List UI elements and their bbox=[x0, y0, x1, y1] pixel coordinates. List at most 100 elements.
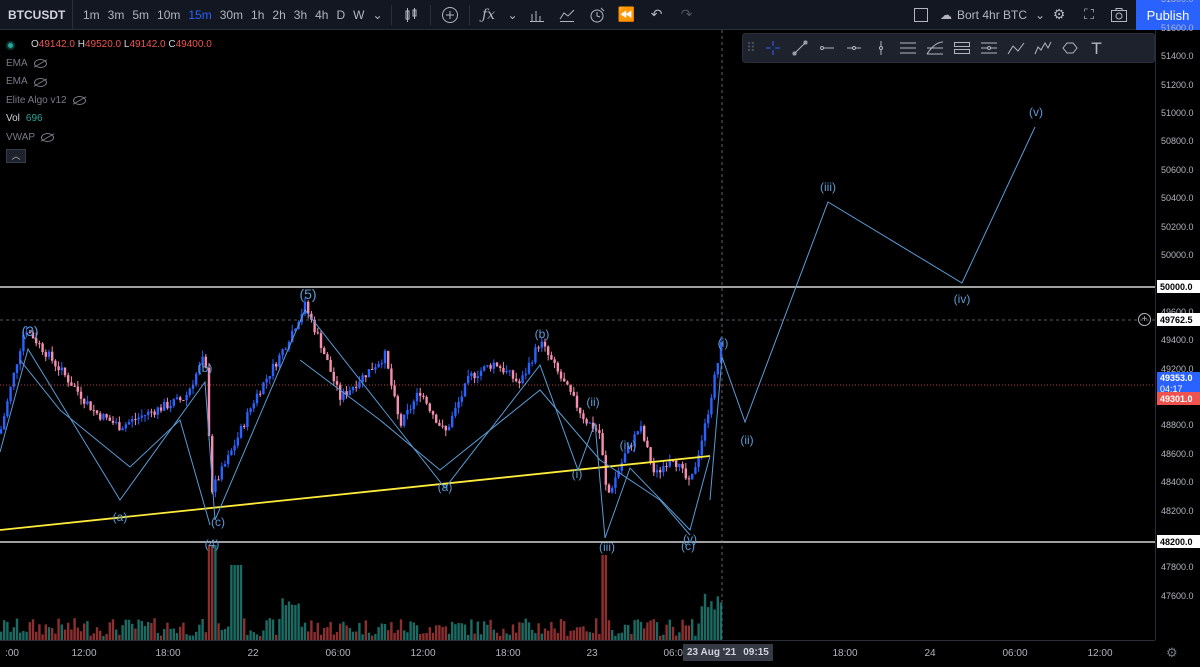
interval-dropdown-chevron-icon[interactable]: ⌄ bbox=[372, 7, 383, 22]
volume-bar bbox=[137, 619, 140, 640]
candle-body bbox=[185, 395, 188, 401]
indicator-ema-2[interactable]: EMA bbox=[6, 73, 212, 92]
indicators-fx-icon[interactable]: ƒx bbox=[482, 6, 496, 23]
replay-icon[interactable]: ⏪ bbox=[617, 6, 636, 22]
fib-retracement-tool-icon[interactable] bbox=[921, 35, 948, 61]
interval-1m[interactable]: 1m bbox=[83, 7, 100, 22]
volume-bar bbox=[159, 635, 163, 640]
crosshair-tool-icon[interactable] bbox=[759, 35, 786, 61]
high-value: 49520.0 bbox=[84, 39, 122, 50]
interval-3h[interactable]: 3h bbox=[293, 7, 308, 22]
candle-body bbox=[172, 399, 175, 406]
volume-bar bbox=[691, 619, 694, 640]
elliott-wave-tool-icon[interactable] bbox=[1029, 35, 1056, 61]
hidden-eye-icon[interactable] bbox=[33, 59, 47, 69]
interval-30m[interactable]: 30m bbox=[219, 7, 244, 22]
candle-body bbox=[137, 417, 140, 420]
candle-body bbox=[483, 366, 486, 371]
price-axis[interactable]: 51800.0 51600.0 51400.0 51200.0 51000.0 50800… bbox=[1155, 0, 1200, 640]
indicator-ema-1[interactable]: EMA bbox=[6, 55, 212, 74]
interval-10m[interactable]: 10m bbox=[157, 7, 181, 22]
interval-4h[interactable]: 4h bbox=[315, 7, 329, 22]
indicators-chevron-icon[interactable]: ⌄ bbox=[507, 7, 518, 22]
candle-body bbox=[307, 301, 310, 314]
settings-gear-icon[interactable]: ⚙ bbox=[1052, 6, 1066, 22]
abc-pattern-tool-icon[interactable] bbox=[1002, 35, 1029, 61]
trendline[interactable] bbox=[0, 455, 711, 531]
candle-body bbox=[115, 422, 118, 424]
indicator-volume[interactable]: Vol 696 bbox=[6, 110, 212, 129]
volume-bar bbox=[166, 622, 169, 640]
interval-15m[interactable]: 15m bbox=[188, 7, 212, 22]
interval-3m[interactable]: 3m bbox=[107, 7, 125, 22]
axis-settings-gear-icon[interactable]: ⚙ bbox=[1166, 645, 1178, 660]
fullscreen-square-icon[interactable] bbox=[906, 0, 936, 29]
vertical-line-tool-icon[interactable] bbox=[867, 35, 894, 61]
collapse-legend-chevron-up-icon[interactable]: ︿ bbox=[6, 149, 26, 163]
chart-canvas[interactable]: (3) (5) (4) (a) (b) (c) (a) (b) (i) (ii) (iii) (iv)… bbox=[0, 30, 1155, 640]
indicator-vwap[interactable]: VWAP bbox=[6, 129, 212, 148]
candle-style-icon[interactable] bbox=[396, 0, 426, 29]
volume-bar bbox=[643, 628, 646, 640]
pitchfork-tool-icon[interactable] bbox=[948, 35, 975, 61]
time-tick: 18:00 bbox=[495, 648, 521, 659]
interval-5m[interactable]: 5m bbox=[132, 7, 150, 22]
volume-bar bbox=[713, 609, 716, 640]
interval-d[interactable]: D bbox=[336, 7, 346, 22]
horizontal-line-tool-icon[interactable] bbox=[840, 35, 867, 61]
symbol-search[interactable]: BTCUSDT bbox=[0, 0, 73, 29]
candle-body bbox=[537, 347, 540, 349]
interval-1h[interactable]: 1h bbox=[251, 7, 265, 22]
candle-body bbox=[348, 390, 351, 396]
candle-body bbox=[547, 346, 550, 356]
price-tick: 49200.0 bbox=[1161, 363, 1194, 374]
hidden-eye-icon[interactable] bbox=[41, 133, 55, 143]
templates-icon[interactable] bbox=[552, 0, 582, 29]
time-tick: 18:00 bbox=[155, 648, 181, 659]
candle-body bbox=[332, 371, 335, 382]
camera-icon[interactable] bbox=[1104, 0, 1134, 29]
ellipse-tool-icon[interactable] bbox=[1056, 35, 1083, 61]
layout-selector[interactable]: ☁ Bort 4hr BTC ⌄ bbox=[940, 0, 1045, 30]
candle-body bbox=[265, 378, 268, 383]
parallel-channel-tool-icon[interactable] bbox=[894, 35, 921, 61]
drag-handle-icon[interactable]: ⠿ bbox=[746, 40, 756, 55]
volume-bar bbox=[70, 629, 73, 640]
candle-body bbox=[639, 426, 643, 432]
candle-body bbox=[460, 396, 463, 402]
volume-bar bbox=[54, 633, 57, 640]
volume-bar bbox=[476, 621, 479, 640]
candle-body bbox=[614, 477, 617, 488]
interval-2h[interactable]: 2h bbox=[272, 7, 286, 22]
hidden-eye-icon[interactable] bbox=[72, 96, 86, 106]
candle-body bbox=[76, 386, 79, 392]
chart-legend: O49142.0 H49520.0 L49142.0 C49400.0 EMA … bbox=[6, 36, 212, 163]
volume-bar bbox=[287, 601, 291, 640]
compare-plus-icon[interactable] bbox=[435, 0, 465, 29]
indicator-elite-algo[interactable]: Elite Algo v12 bbox=[6, 92, 212, 111]
elliott-waves[interactable] bbox=[0, 126, 1036, 539]
candle-body bbox=[291, 330, 294, 342]
publish-button[interactable]: Publish bbox=[1136, 0, 1200, 30]
candle-body bbox=[175, 397, 179, 400]
volume-bar bbox=[303, 622, 307, 640]
add-alert-plus-icon[interactable]: + bbox=[1138, 313, 1151, 326]
time-axis[interactable]: :0012:0018:002206:0012:0018:002306:00001… bbox=[0, 640, 1155, 667]
undo-icon[interactable]: ↶ bbox=[650, 6, 663, 22]
volume-bar bbox=[457, 623, 460, 640]
alert-clock-icon[interactable] bbox=[582, 0, 612, 29]
candle-body bbox=[323, 347, 326, 355]
text-tool-icon[interactable]: T bbox=[1091, 38, 1102, 58]
horizontal-ray-tool-icon[interactable] bbox=[813, 35, 840, 61]
gann-box-tool-icon[interactable] bbox=[975, 35, 1002, 61]
volume-bar bbox=[9, 631, 12, 640]
volume-bar bbox=[143, 626, 147, 640]
visibility-dot-icon[interactable] bbox=[6, 40, 15, 50]
interval-w[interactable]: W bbox=[353, 7, 365, 22]
trendline-tool-icon[interactable] bbox=[786, 35, 813, 61]
fullscreen-icon[interactable]: ⛶ bbox=[1084, 6, 1094, 22]
candle-body bbox=[0, 429, 3, 434]
redo-icon[interactable]: ↷ bbox=[680, 6, 693, 22]
financials-icon[interactable] bbox=[522, 0, 552, 29]
hidden-eye-icon[interactable] bbox=[33, 77, 47, 87]
